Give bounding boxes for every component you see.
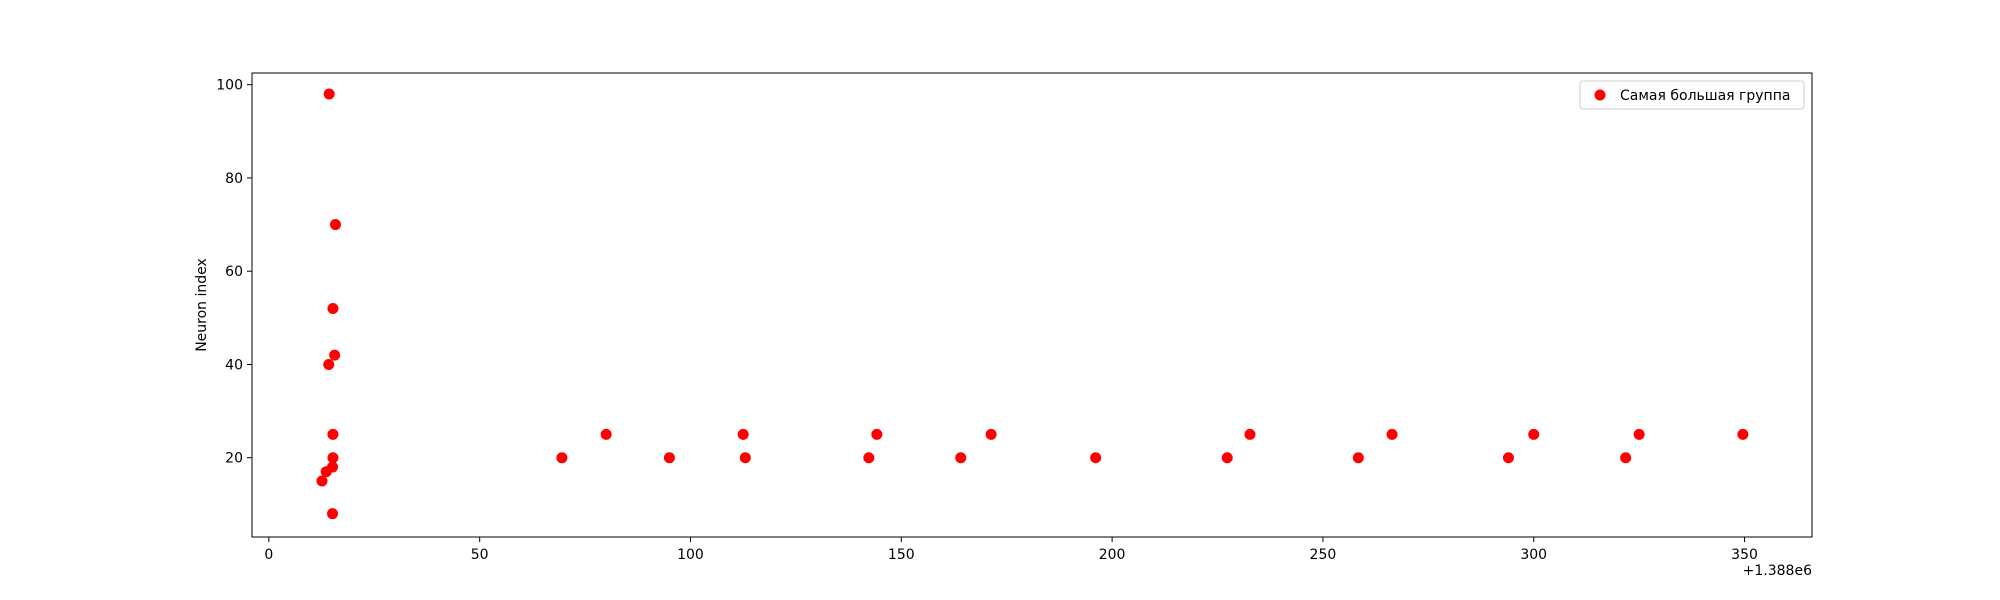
data-point (1090, 452, 1102, 464)
data-point (663, 452, 675, 464)
data-point (327, 302, 339, 314)
x-tick-label: 100 (677, 547, 704, 563)
x-tick-label: 350 (1731, 547, 1758, 563)
data-point (1620, 452, 1632, 464)
plot-area-frame (251, 72, 1813, 538)
data-point (1221, 452, 1233, 464)
x-tick-label: 200 (1099, 547, 1126, 563)
x-tick-label: 250 (1310, 547, 1337, 563)
y-tick-label: 60 (225, 264, 243, 280)
data-point (1633, 428, 1645, 440)
data-point (1502, 452, 1514, 464)
legend-label: Самая большая группа (1620, 88, 1790, 104)
x-tick-label: 300 (1520, 547, 1547, 563)
y-tick-label: 40 (225, 357, 243, 373)
data-point (556, 452, 568, 464)
data-point (320, 466, 332, 478)
y-tick-label: 100 (216, 78, 243, 94)
data-point (1244, 428, 1256, 440)
data-point (323, 358, 335, 370)
data-point (1386, 428, 1398, 440)
data-points (316, 88, 1749, 520)
data-point (1737, 428, 1749, 440)
data-point (329, 219, 341, 231)
legend-marker (1594, 89, 1606, 101)
y-tick-label: 20 (225, 451, 243, 467)
data-point (955, 452, 967, 464)
x-tick-label: 50 (471, 547, 489, 563)
legend-box (1579, 80, 1805, 110)
y-axis-ticks: 20 40 60 80 100 (216, 78, 252, 467)
data-point (1528, 428, 1540, 440)
data-point (863, 452, 875, 464)
x-axis-offset-label: +1.388e6 (1743, 563, 1812, 579)
x-tick-label: 150 (888, 547, 915, 563)
data-point (323, 88, 335, 100)
data-point (1352, 452, 1364, 464)
x-tick-label: 0 (264, 547, 273, 563)
axes-frame (251, 72, 1813, 538)
y-axis-label: Neuron index (194, 258, 210, 352)
data-point (316, 475, 328, 487)
data-point (739, 452, 751, 464)
legend[interactable]: Самая большая группа (1579, 80, 1805, 110)
data-point (327, 428, 339, 440)
data-point (737, 428, 749, 440)
data-point (985, 428, 997, 440)
data-point (327, 508, 339, 520)
x-axis-ticks: 0 50 100 150 200 250 300 350 (264, 537, 1758, 563)
data-point (600, 428, 612, 440)
data-point (329, 349, 341, 361)
y-tick-label: 80 (225, 171, 243, 187)
data-point (871, 428, 883, 440)
data-point (327, 452, 339, 464)
